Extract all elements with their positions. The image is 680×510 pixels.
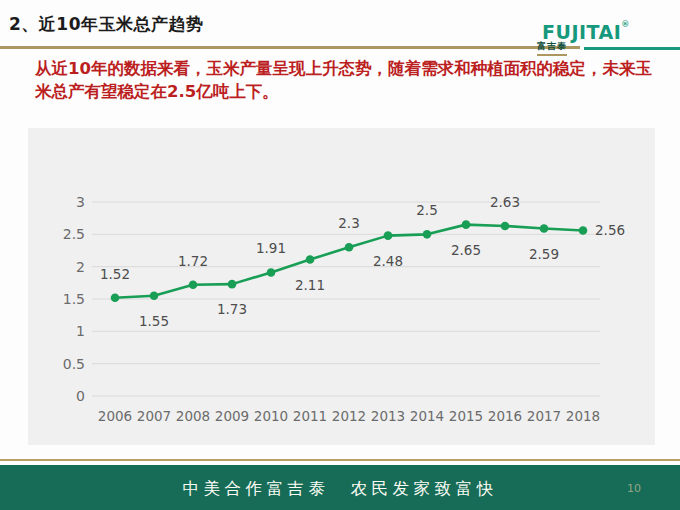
footer-slogan: 中美合作富吉泰 农民发家致富快 <box>0 478 680 500</box>
data-point-label: 2.63 <box>490 194 520 210</box>
x-axis-tick-label: 2007 <box>137 408 171 424</box>
data-point <box>306 255 315 264</box>
data-point-label: 1.73 <box>217 301 247 317</box>
data-point <box>111 293 120 302</box>
y-axis-tick-label: 2 <box>76 259 85 275</box>
page-number: 10 <box>627 482 641 495</box>
y-axis-tick-label: 3 <box>76 194 85 210</box>
data-point-label: 1.72 <box>178 253 208 269</box>
data-point-label: 1.55 <box>139 313 169 329</box>
data-point <box>267 268 276 277</box>
chart-panel: 00.511.522.53200620072008200920102011201… <box>28 128 655 445</box>
company-logo: FUJITAI® 富吉泰 <box>530 0 680 60</box>
x-axis-tick-label: 2012 <box>332 408 366 424</box>
data-point <box>462 220 471 229</box>
registered-mark-icon: ® <box>621 20 630 29</box>
data-point-label: 1.91 <box>256 240 286 256</box>
data-point <box>189 280 198 289</box>
x-axis-tick-label: 2017 <box>527 408 561 424</box>
x-axis-tick-label: 2010 <box>254 408 288 424</box>
data-point-label: 2.59 <box>529 246 559 262</box>
y-axis-tick-label: 0 <box>76 388 85 404</box>
y-axis-tick-label: 2.5 <box>63 226 85 242</box>
x-axis-tick-label: 2016 <box>488 408 522 424</box>
data-point <box>228 280 237 289</box>
y-axis-tick-label: 1.5 <box>63 291 85 307</box>
data-point <box>150 291 159 300</box>
footer-divider <box>0 459 680 461</box>
data-point-label: 2.3 <box>338 215 359 231</box>
data-point <box>384 231 393 240</box>
data-point <box>423 230 432 239</box>
data-point <box>345 243 354 252</box>
footer-bar: 中美合作富吉泰 农民发家致富快 10 <box>0 465 680 510</box>
trend-line-chart: 00.511.522.53200620072008200920102011201… <box>28 128 655 445</box>
logo-chinese-name: 富吉泰 <box>537 40 567 56</box>
data-point-label: 2.65 <box>451 242 481 258</box>
data-point-label: 2.11 <box>295 277 325 293</box>
logo-divider <box>584 47 680 50</box>
intro-paragraph: 从近10年的数据来看，玉米产量呈现上升态势，随着需求和种植面积的稳定，未来玉米总… <box>35 57 653 103</box>
x-axis-tick-label: 2018 <box>566 408 600 424</box>
y-axis-tick-label: 1 <box>76 323 85 339</box>
x-axis-tick-label: 2011 <box>293 408 327 424</box>
x-axis-tick-label: 2014 <box>410 408 444 424</box>
page-title: 2、近10年玉米总产趋势 <box>9 13 204 36</box>
data-point-label: 1.52 <box>100 266 130 282</box>
data-point-label: 2.48 <box>373 253 403 269</box>
title-divider <box>0 46 580 49</box>
x-axis-tick-label: 2006 <box>98 408 132 424</box>
data-point <box>540 224 549 233</box>
x-axis-tick-label: 2009 <box>215 408 249 424</box>
data-point-label: 2.5 <box>416 202 437 218</box>
y-axis-tick-label: 0.5 <box>63 356 85 372</box>
x-axis-tick-label: 2013 <box>371 408 405 424</box>
x-axis-tick-label: 2015 <box>449 408 483 424</box>
x-axis-tick-label: 2008 <box>176 408 210 424</box>
data-point <box>501 222 510 231</box>
data-point-label: 2.56 <box>595 222 625 238</box>
data-point <box>579 226 588 235</box>
